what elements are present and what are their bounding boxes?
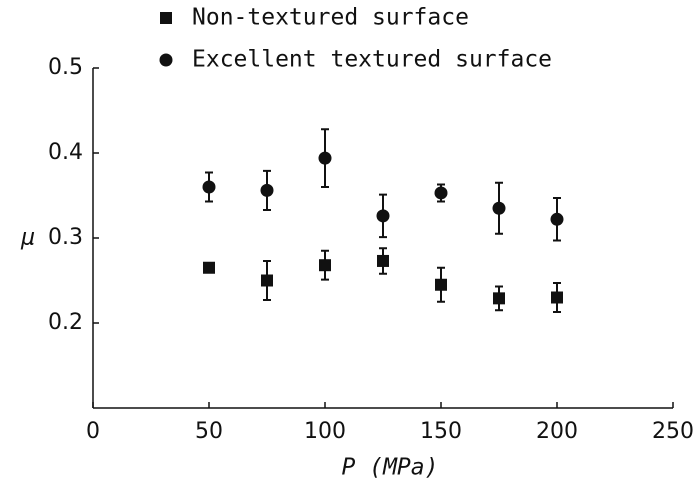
- point: [435, 278, 447, 291]
- point: [261, 274, 273, 287]
- x-tick-label: 150: [420, 419, 462, 444]
- point: [318, 151, 332, 165]
- legend-marker: [159, 53, 173, 67]
- x-tick-label: 100: [304, 419, 346, 444]
- point: [376, 209, 390, 223]
- point: [550, 212, 564, 226]
- y-axis-label: μ: [20, 225, 35, 251]
- legend-marker: [160, 12, 172, 24]
- x-tick-label: 250: [652, 419, 694, 444]
- point: [260, 183, 274, 197]
- point: [319, 259, 331, 272]
- legend-label: Excellent textured surface: [192, 47, 552, 73]
- x-tick-label: 50: [195, 419, 223, 444]
- y-tick-label: 0.3: [48, 225, 83, 250]
- point: [434, 186, 448, 200]
- point: [377, 254, 389, 267]
- point: [551, 291, 563, 304]
- x-tick-label: 0: [86, 419, 100, 444]
- point: [492, 201, 506, 215]
- point: [202, 180, 216, 194]
- x-axis-label: P (MPa): [342, 455, 439, 481]
- y-tick-label: 0.2: [48, 310, 83, 335]
- y-tick-label: 0.4: [48, 140, 83, 165]
- legend-label: Non-textured surface: [192, 5, 469, 31]
- x-tick-label: 200: [536, 419, 578, 444]
- point: [203, 261, 215, 274]
- point: [493, 292, 505, 305]
- y-tick-label: 0.5: [48, 55, 83, 80]
